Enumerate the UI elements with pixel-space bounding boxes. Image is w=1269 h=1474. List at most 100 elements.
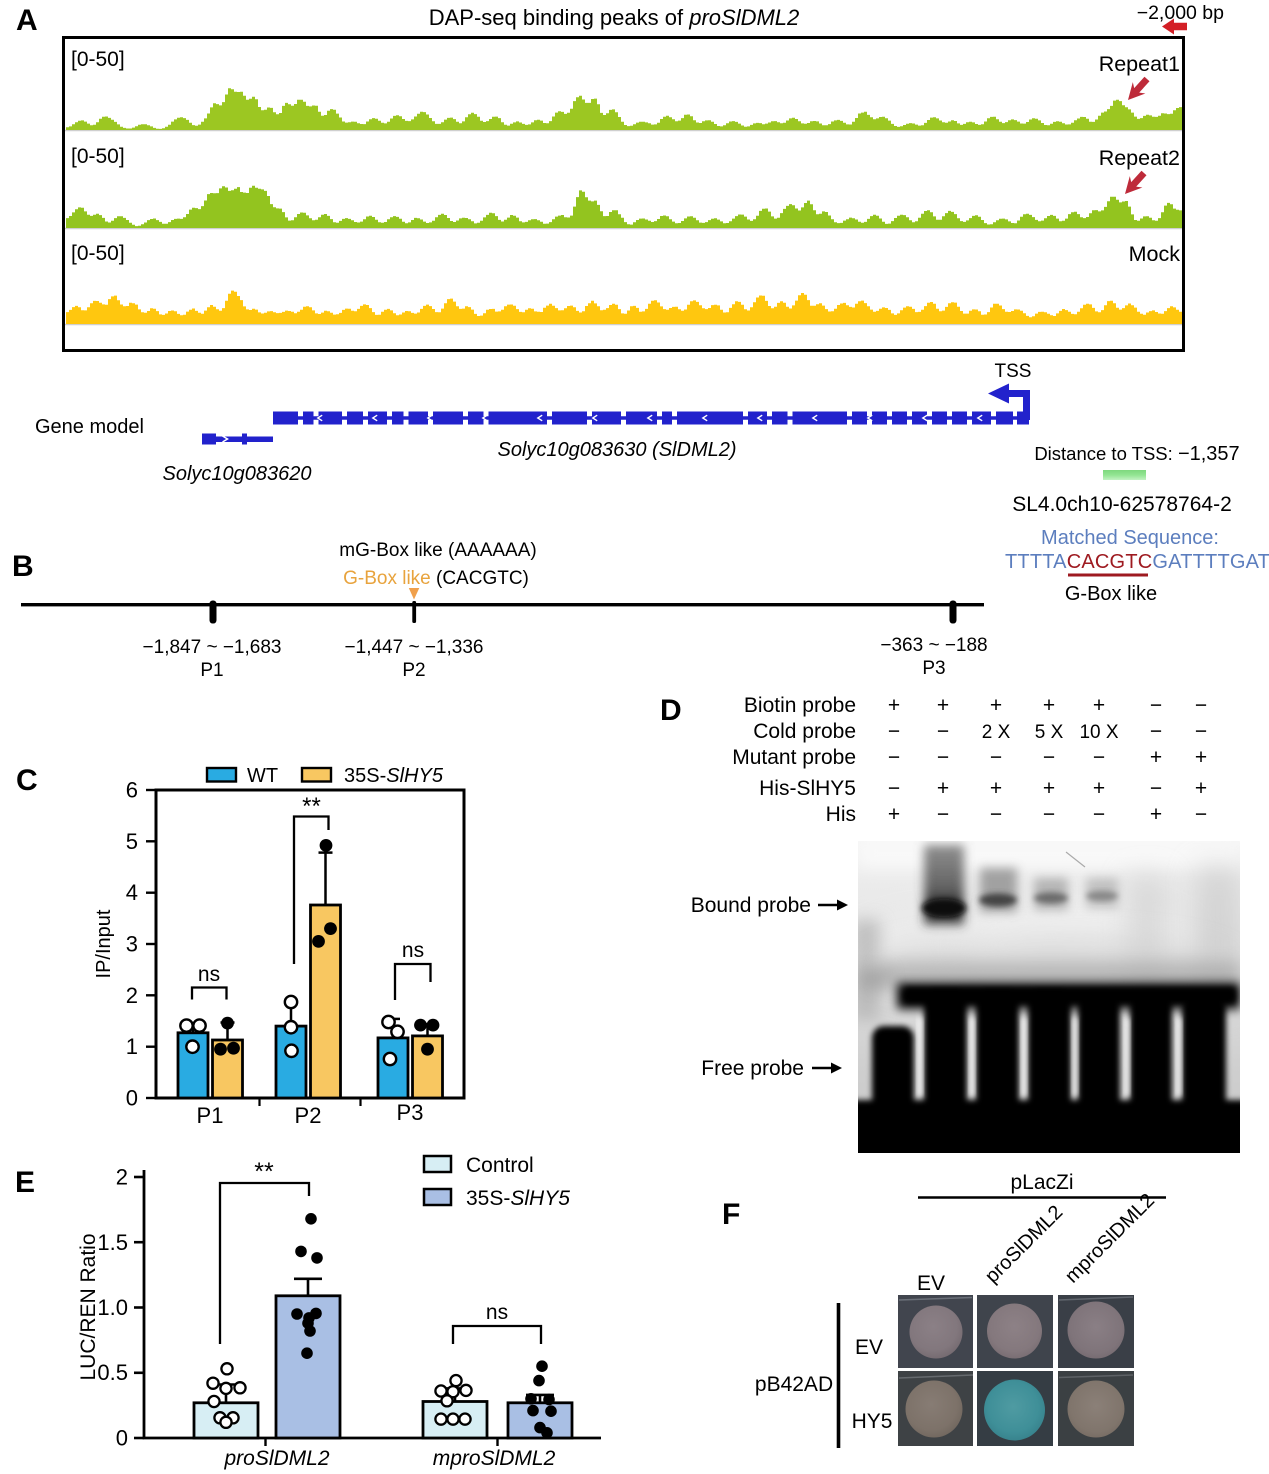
svg-text:+: + bbox=[1195, 777, 1207, 800]
svg-text:P1: P1 bbox=[200, 660, 223, 681]
svg-text:Solyc10g083630 (SlDML2): Solyc10g083630 (SlDML2) bbox=[497, 439, 736, 461]
svg-text:Solyc10g083620: Solyc10g083620 bbox=[162, 463, 311, 485]
svg-text:+: + bbox=[1093, 694, 1105, 717]
svg-text:A: A bbox=[16, 4, 38, 37]
svg-text:−: − bbox=[937, 720, 949, 743]
svg-text:−: − bbox=[1195, 720, 1207, 743]
svg-text:C: C bbox=[16, 764, 38, 797]
svg-text:35S-SlHY5: 35S-SlHY5 bbox=[466, 1187, 570, 1210]
svg-text:−: − bbox=[1093, 803, 1105, 826]
svg-text:Bound probe: Bound probe bbox=[691, 894, 811, 917]
svg-text:+: + bbox=[990, 694, 1002, 717]
svg-text:+: + bbox=[990, 777, 1002, 800]
svg-text:G-Box like: G-Box like bbox=[1065, 583, 1157, 605]
svg-text:P3: P3 bbox=[397, 1100, 424, 1125]
svg-text:DAP-seq binding peaks of proSl: DAP-seq binding peaks of proSlDML2 bbox=[429, 5, 800, 30]
svg-text:−1,447 ~ −1,336: −1,447 ~ −1,336 bbox=[345, 637, 484, 658]
svg-text:P2: P2 bbox=[402, 660, 425, 681]
svg-text:5: 5 bbox=[126, 829, 138, 854]
svg-text:+: + bbox=[1195, 746, 1207, 769]
svg-text:LUC/REN Ratio: LUC/REN Ratio bbox=[77, 1233, 100, 1380]
svg-text:4: 4 bbox=[126, 880, 138, 905]
svg-text:−: − bbox=[1195, 803, 1207, 826]
svg-text:+: + bbox=[1150, 746, 1162, 769]
svg-text:Distance to TSS: −1,357: Distance to TSS: −1,357 bbox=[1034, 443, 1239, 465]
svg-text:+: + bbox=[1043, 777, 1055, 800]
svg-text:Free probe: Free probe bbox=[701, 1057, 804, 1080]
svg-text:**: ** bbox=[254, 1158, 274, 1186]
svg-text:0: 0 bbox=[116, 1426, 128, 1451]
svg-text:SL4.0ch10-62578764-2: SL4.0ch10-62578764-2 bbox=[1012, 493, 1232, 516]
svg-text:B: B bbox=[12, 550, 34, 583]
svg-text:EV: EV bbox=[855, 1336, 883, 1359]
svg-text:−: − bbox=[937, 803, 949, 826]
svg-text:−: − bbox=[888, 777, 900, 800]
svg-text:2: 2 bbox=[126, 983, 138, 1008]
svg-text:1: 1 bbox=[126, 1034, 138, 1059]
svg-text:P1: P1 bbox=[197, 1103, 224, 1128]
svg-text:−: − bbox=[888, 746, 900, 769]
svg-text:6: 6 bbox=[126, 778, 138, 803]
svg-text:−: − bbox=[1195, 694, 1207, 717]
svg-text:proSlDML2: proSlDML2 bbox=[981, 1201, 1067, 1287]
svg-text:−1,847 ~ −1,683: −1,847 ~ −1,683 bbox=[143, 637, 282, 658]
svg-text:+: + bbox=[888, 694, 900, 717]
svg-text:Gene model: Gene model bbox=[35, 416, 144, 438]
svg-text:Mutant probe: Mutant probe bbox=[732, 746, 856, 769]
svg-text:[0-50]: [0-50] bbox=[71, 242, 125, 265]
svg-text:F: F bbox=[722, 1198, 740, 1231]
svg-text:Repeat2: Repeat2 bbox=[1099, 146, 1180, 170]
svg-text:−: − bbox=[1043, 746, 1055, 769]
svg-text:2 X: 2 X bbox=[982, 722, 1011, 743]
svg-text:mG-Box like (AAAAAA): mG-Box like (AAAAAA) bbox=[339, 540, 536, 561]
svg-text:G-Box like (CACGTC): G-Box like (CACGTC) bbox=[343, 568, 529, 589]
svg-text:mproSlDML2: mproSlDML2 bbox=[433, 1447, 556, 1470]
svg-text:P2: P2 bbox=[295, 1103, 322, 1128]
svg-text:**: ** bbox=[302, 793, 321, 820]
svg-text:+: + bbox=[888, 803, 900, 826]
svg-text:+: + bbox=[937, 694, 949, 717]
svg-text:3: 3 bbox=[126, 932, 138, 957]
svg-text:ns: ns bbox=[198, 963, 220, 986]
svg-text:WT: WT bbox=[247, 765, 278, 787]
svg-text:pB42AD: pB42AD bbox=[755, 1373, 833, 1396]
svg-text:pLacZi: pLacZi bbox=[1010, 1171, 1073, 1194]
svg-text:Repeat1: Repeat1 bbox=[1099, 52, 1180, 76]
svg-text:P3: P3 bbox=[922, 658, 945, 679]
svg-text:[0-50]: [0-50] bbox=[71, 48, 125, 71]
svg-text:−363 ~ −188: −363 ~ −188 bbox=[880, 635, 987, 656]
svg-text:+: + bbox=[1150, 803, 1162, 826]
svg-text:Matched Sequence:: Matched Sequence: bbox=[1041, 527, 1219, 549]
svg-text:−: − bbox=[990, 746, 1002, 769]
svg-text:Biotin probe: Biotin probe bbox=[744, 694, 856, 717]
svg-text:Cold probe: Cold probe bbox=[753, 720, 856, 743]
svg-text:35S-SlHY5: 35S-SlHY5 bbox=[344, 765, 444, 787]
svg-text:10 X: 10 X bbox=[1079, 722, 1118, 743]
svg-text:−: − bbox=[888, 720, 900, 743]
svg-text:1.0: 1.0 bbox=[97, 1295, 128, 1320]
svg-text:−: − bbox=[1150, 694, 1162, 717]
svg-text:proSlDML2: proSlDML2 bbox=[223, 1447, 329, 1470]
svg-text:−: − bbox=[1150, 720, 1162, 743]
svg-text:+: + bbox=[1093, 777, 1105, 800]
svg-text:E: E bbox=[15, 1166, 35, 1199]
svg-text:2: 2 bbox=[116, 1165, 128, 1190]
svg-text:+: + bbox=[937, 777, 949, 800]
svg-text:0: 0 bbox=[126, 1086, 138, 1111]
svg-text:Control: Control bbox=[466, 1154, 534, 1177]
svg-text:ns: ns bbox=[486, 1301, 508, 1324]
svg-text:+: + bbox=[1043, 694, 1055, 717]
svg-text:−: − bbox=[1043, 803, 1055, 826]
svg-text:−2,000 bp: −2,000 bp bbox=[1137, 2, 1224, 24]
svg-text:1.5: 1.5 bbox=[97, 1230, 128, 1255]
svg-text:−: − bbox=[1093, 746, 1105, 769]
svg-text:EV: EV bbox=[917, 1272, 945, 1295]
svg-text:−: − bbox=[990, 803, 1002, 826]
svg-text:TTTTACACGTCGATTTTGAT: TTTTACACGTCGATTTTGAT bbox=[1005, 551, 1269, 573]
svg-text:IP/Input: IP/Input bbox=[93, 909, 115, 978]
svg-text:mproSlDML2: mproSlDML2 bbox=[1061, 1189, 1159, 1287]
svg-text:ns: ns bbox=[402, 939, 424, 962]
svg-text:TSS: TSS bbox=[995, 361, 1032, 382]
svg-text:His: His bbox=[826, 803, 856, 826]
svg-text:His-SlHY5: His-SlHY5 bbox=[759, 777, 856, 800]
